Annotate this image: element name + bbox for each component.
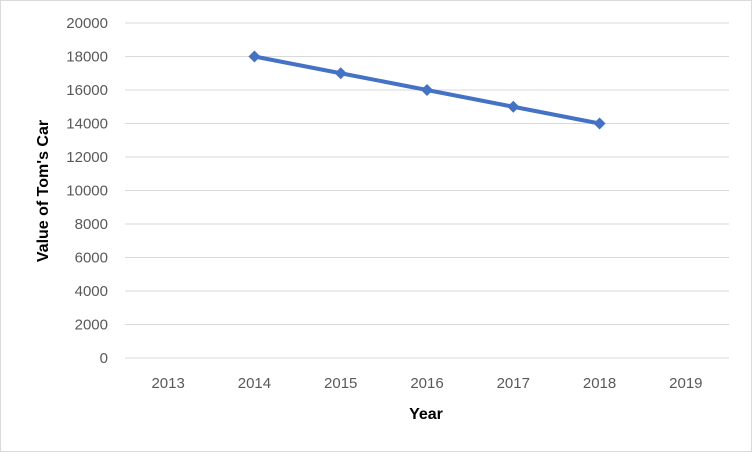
x-tick-label: 2013: [151, 375, 184, 392]
y-tick-label: 4000: [75, 283, 108, 300]
y-tick-label: 20000: [66, 15, 108, 32]
series: [248, 50, 606, 130]
x-tick-label: 2016: [410, 375, 443, 392]
y-tick-label: 6000: [75, 250, 108, 267]
y-tick-label: 10000: [66, 183, 108, 200]
x-tick-label: 2017: [497, 375, 530, 392]
y-tick-label: 18000: [66, 49, 108, 66]
data-point-2017: [507, 100, 520, 113]
x-tick-label: 2018: [583, 375, 616, 392]
data-point-2015: [334, 67, 347, 80]
data-point-2016: [421, 84, 433, 96]
y-tick-label: 0: [100, 350, 108, 367]
x-axis-ticks: 2013 2014 2015 2016 2017 2018 2019: [151, 375, 702, 392]
data-point-2014: [248, 50, 261, 63]
y-tick-label: 14000: [66, 116, 108, 133]
x-tick-label: 2014: [238, 375, 271, 392]
y-axis-title: Value of Tom's Car: [35, 120, 52, 262]
y-tick-label: 12000: [66, 149, 108, 166]
data-point-2018: [593, 117, 606, 130]
y-axis-ticks: 0 2000 4000 6000 8000 10000 12000 14000 16000 180…: [66, 15, 108, 367]
x-tick-label: 2015: [324, 375, 357, 392]
y-tick-label: 2000: [75, 317, 108, 334]
x-tick-label: 2019: [669, 375, 702, 392]
y-tick-label: 16000: [66, 82, 108, 99]
x-axis-title: Year: [409, 406, 443, 423]
y-tick-label: 8000: [75, 216, 108, 233]
gridlines: [125, 22, 729, 359]
